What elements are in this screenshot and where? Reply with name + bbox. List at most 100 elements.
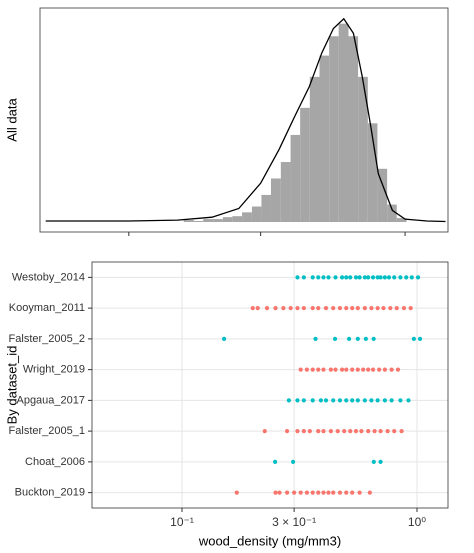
point [392, 429, 397, 434]
point [344, 367, 349, 372]
histogram-bar [290, 134, 301, 222]
point [361, 367, 366, 372]
point [286, 398, 291, 403]
histogram-bar [193, 221, 204, 222]
point [370, 275, 376, 280]
point [344, 306, 349, 311]
point [382, 398, 387, 403]
point [284, 490, 290, 495]
histogram-bar [280, 162, 291, 222]
point [310, 275, 315, 280]
histogram-bar [270, 178, 281, 222]
point [377, 367, 382, 372]
point [332, 336, 338, 341]
point [388, 306, 393, 311]
point [335, 429, 340, 434]
point [415, 275, 421, 280]
point [385, 429, 390, 434]
point [316, 429, 321, 434]
point [370, 367, 376, 372]
point [316, 367, 321, 372]
histogram-bar [251, 206, 262, 222]
x-axis-title: wood_density (mg/mm3) [198, 533, 341, 548]
point [375, 398, 380, 403]
point [355, 336, 360, 341]
point [369, 306, 374, 311]
point [292, 490, 297, 495]
point [408, 306, 413, 311]
point [348, 275, 353, 280]
point [357, 490, 362, 495]
point [371, 459, 376, 464]
point [310, 367, 315, 372]
point [221, 336, 227, 341]
point [326, 490, 331, 495]
point [326, 275, 331, 280]
point [331, 398, 336, 403]
point [371, 336, 376, 341]
point [337, 398, 343, 403]
point [301, 398, 306, 403]
point [321, 275, 326, 280]
point [255, 306, 260, 311]
panel-border [91, 261, 449, 509]
point [344, 490, 349, 495]
point [382, 275, 387, 280]
point [281, 306, 286, 311]
point [316, 306, 321, 311]
point [321, 429, 326, 434]
point [395, 367, 401, 372]
point [406, 398, 411, 403]
point [333, 367, 338, 372]
point [378, 429, 383, 434]
point [346, 336, 352, 341]
point [295, 275, 300, 280]
point [273, 490, 278, 495]
point [348, 429, 353, 434]
panel-border [39, 7, 449, 233]
point [342, 429, 347, 434]
point [234, 490, 239, 495]
point [359, 429, 364, 434]
point [301, 306, 306, 311]
point [381, 306, 386, 311]
point [313, 336, 318, 341]
point [411, 336, 416, 341]
point [404, 275, 409, 280]
point [321, 367, 326, 372]
y-tick-label: Apgaua_2017 [16, 394, 85, 406]
point [310, 306, 315, 311]
histogram-bar [309, 76, 320, 222]
y-tick-label: Buckton_2019 [15, 487, 85, 499]
point [310, 490, 315, 495]
histogram-bar [358, 76, 368, 222]
point [298, 367, 303, 372]
point [362, 398, 367, 403]
point [273, 459, 278, 464]
point [353, 429, 359, 434]
histogram-bar [338, 23, 349, 222]
point [389, 367, 394, 372]
point [366, 429, 371, 434]
x-tick-label: 3 × 10⁻¹ [272, 515, 316, 529]
point [389, 398, 394, 403]
point [290, 459, 296, 464]
point [366, 367, 371, 372]
point [301, 275, 306, 280]
point [375, 275, 380, 280]
point [392, 275, 397, 280]
point [295, 429, 300, 434]
point [357, 275, 362, 280]
point [355, 306, 360, 311]
density-line [45, 17, 446, 223]
histogram-bar [203, 219, 214, 222]
point [362, 275, 367, 280]
point [350, 490, 355, 495]
y-axis-title: All data [4, 98, 19, 142]
histogram-bar [367, 123, 378, 222]
point [394, 306, 399, 311]
point [295, 306, 300, 311]
histogram-bar [183, 220, 194, 222]
point [350, 367, 355, 372]
